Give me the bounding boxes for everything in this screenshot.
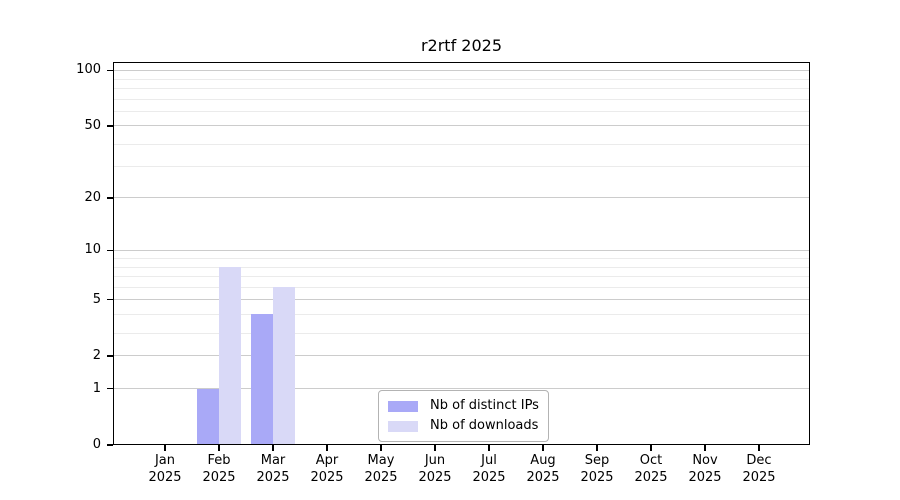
x-tick-mark: [326, 445, 328, 451]
y-tick-mark: [107, 298, 113, 301]
gridline-major: [113, 125, 810, 127]
x-tick-month: May: [367, 453, 395, 468]
y-tick-label: 100: [76, 62, 101, 78]
x-tick-year: 2025: [580, 470, 614, 485]
x-tick-month: Sep: [584, 453, 610, 468]
gridline-major: [113, 69, 810, 71]
x-tick-year: 2025: [472, 470, 506, 485]
x-tick-month: Jun: [424, 453, 446, 468]
y-tick-mark: [107, 249, 113, 252]
x-tick-year: 2025: [364, 470, 398, 485]
gridline-major: [113, 388, 810, 390]
y-tick-label: 5: [92, 291, 101, 307]
gridline-minor: [113, 266, 810, 268]
x-tick-label: Mar 2025: [241, 452, 305, 486]
x-tick-mark: [272, 445, 274, 451]
x-tick-mark: [704, 445, 706, 451]
legend-swatch-downloads-icon: [388, 420, 418, 432]
x-tick-month: Jan: [154, 453, 176, 468]
y-tick-label: 10: [84, 242, 101, 258]
gridline-minor: [113, 166, 810, 168]
x-tick-label: Jan 2025: [133, 452, 197, 486]
x-tick-label: Jul 2025: [457, 452, 521, 486]
x-tick-month: Feb: [207, 453, 231, 468]
x-tick-label: May 2025: [349, 452, 413, 486]
gridline-minor: [113, 276, 810, 278]
y-tick-mark: [107, 387, 113, 390]
chart-title: r2rtf 2025: [420, 36, 503, 55]
x-tick-mark: [596, 445, 598, 451]
gridlines-layer: [113, 62, 810, 445]
x-tick-year: 2025: [742, 470, 776, 485]
plot-area: Nb of distinct IPs Nb of downloads: [113, 62, 810, 445]
gridline-minor: [113, 332, 810, 334]
y-tick-label: 0: [92, 437, 101, 452]
gridline-minor: [113, 314, 810, 316]
gridline-major: [113, 197, 810, 199]
gridline-minor: [113, 143, 810, 145]
gridline-major: [113, 249, 810, 251]
x-tick-label: Jun 2025: [403, 452, 467, 486]
gridline-minor: [113, 111, 810, 113]
x-tick-label: Feb 2025: [187, 452, 251, 486]
x-tick-month: Mar: [260, 453, 286, 468]
gridline-minor: [113, 287, 810, 289]
y-tick-mark: [107, 125, 113, 127]
gridline-minor: [113, 99, 810, 100]
bar-distinct-ips-feb: [197, 388, 219, 445]
x-tick-label: Aug 2025: [511, 452, 575, 486]
gridline-major: [113, 355, 810, 357]
x-tick-year: 2025: [634, 470, 668, 485]
x-tick-mark: [380, 445, 382, 451]
bar-downloads-mar: [273, 287, 295, 445]
y-tick-mark: [107, 69, 113, 72]
x-tick-year: 2025: [688, 470, 722, 485]
x-tick-month: Aug: [530, 453, 556, 468]
x-tick-year: 2025: [256, 470, 290, 485]
bar-distinct-ips-mar: [251, 314, 273, 445]
x-tick-month: Jul: [481, 453, 497, 468]
gridline-minor: [113, 88, 810, 90]
x-tick-year: 2025: [202, 470, 236, 485]
x-tick-label: Apr 2025: [295, 452, 359, 486]
legend-swatch-distinct-ips-icon: [388, 400, 418, 412]
x-tick-year: 2025: [310, 470, 344, 485]
x-tick-mark: [650, 445, 652, 451]
y-tick-label: 20: [84, 189, 101, 205]
x-tick-label: Dec 2025: [727, 452, 791, 486]
x-tick-mark: [434, 445, 436, 451]
y-tick-label: 2: [92, 347, 101, 363]
x-tick-year: 2025: [148, 470, 182, 485]
x-tick-mark: [758, 445, 760, 451]
y-tick-label: 50: [84, 117, 101, 133]
legend-label-downloads: Nb of downloads: [430, 418, 539, 433]
bar-downloads-feb: [219, 266, 241, 445]
x-tick-mark: [488, 445, 490, 451]
x-tick-month: Oct: [639, 453, 663, 468]
legend: Nb of distinct IPs Nb of downloads: [378, 390, 549, 442]
x-tick-label: Sep 2025: [565, 452, 629, 486]
legend-label-distinct-ips: Nb of distinct IPs: [430, 398, 539, 413]
x-tick-mark: [542, 445, 544, 451]
gridline-minor: [113, 78, 810, 80]
gridline-minor: [113, 258, 810, 260]
y-tick-mark: [107, 197, 113, 199]
y-tick-mark: [107, 355, 113, 357]
x-tick-mark: [164, 445, 166, 451]
x-tick-year: 2025: [526, 470, 560, 485]
x-tick-year: 2025: [418, 470, 452, 485]
x-tick-month: Dec: [746, 453, 772, 468]
x-tick-mark: [218, 445, 220, 451]
y-tick-mark: [107, 444, 113, 446]
x-tick-label: Oct 2025: [619, 452, 683, 486]
x-tick-label: Nov 2025: [673, 452, 737, 486]
x-tick-month: Apr: [315, 453, 339, 468]
legend-row-downloads: Nb of downloads: [388, 418, 539, 434]
legend-row-distinct-ips: Nb of distinct IPs: [388, 398, 539, 414]
bars-layer: [113, 62, 810, 445]
y-tick-label: 1: [92, 380, 101, 396]
x-tick-month: Nov: [692, 453, 718, 468]
gridline-major: [113, 299, 810, 301]
